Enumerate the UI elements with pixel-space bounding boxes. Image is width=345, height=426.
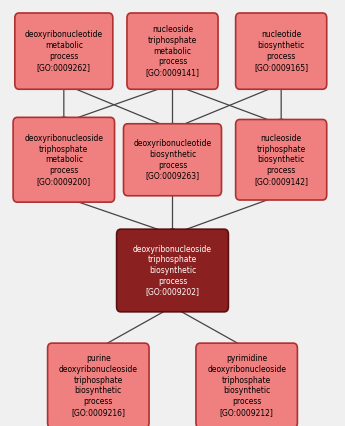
Text: purine
deoxyribonucleoside
triphosphate
biosynthetic
process
[GO:0009216]: purine deoxyribonucleoside triphosphate … <box>59 354 138 417</box>
FancyBboxPatch shape <box>117 229 228 312</box>
FancyBboxPatch shape <box>236 13 327 89</box>
FancyBboxPatch shape <box>236 119 327 200</box>
Text: nucleoside
triphosphate
metabolic
process
[GO:0009141]: nucleoside triphosphate metabolic proces… <box>146 25 199 77</box>
Text: pyrimidine
deoxyribonucleoside
triphosphate
biosynthetic
process
[GO:0009212]: pyrimidine deoxyribonucleoside triphosph… <box>207 354 286 417</box>
FancyBboxPatch shape <box>15 13 113 89</box>
Text: deoxyribonucleoside
triphosphate
metabolic
process
[GO:0009200]: deoxyribonucleoside triphosphate metabol… <box>24 134 103 186</box>
Text: nucleotide
biosynthetic
process
[GO:0009165]: nucleotide biosynthetic process [GO:0009… <box>254 31 308 72</box>
Text: deoxyribonucleotide
metabolic
process
[GO:0009262]: deoxyribonucleotide metabolic process [G… <box>25 31 103 72</box>
Text: deoxyribonucleotide
biosynthetic
process
[GO:0009263]: deoxyribonucleotide biosynthetic process… <box>134 139 211 180</box>
FancyBboxPatch shape <box>196 343 297 426</box>
Text: nucleoside
triphosphate
biosynthetic
process
[GO:0009142]: nucleoside triphosphate biosynthetic pro… <box>254 134 308 186</box>
FancyBboxPatch shape <box>13 118 115 202</box>
FancyBboxPatch shape <box>127 13 218 89</box>
Text: deoxyribonucleoside
triphosphate
biosynthetic
process
[GO:0009202]: deoxyribonucleoside triphosphate biosynt… <box>133 245 212 296</box>
FancyBboxPatch shape <box>124 124 221 196</box>
FancyBboxPatch shape <box>48 343 149 426</box>
